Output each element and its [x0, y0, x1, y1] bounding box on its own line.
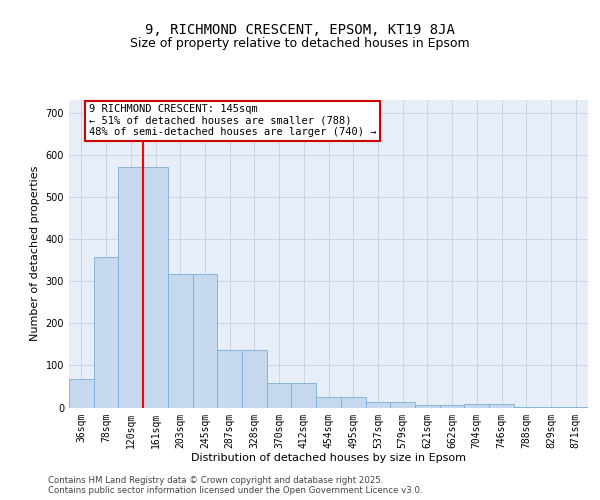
Bar [440, 404, 464, 407]
Bar [415, 404, 440, 407]
Text: 9 RICHMOND CRESCENT: 145sqm
← 51% of detached houses are smaller (788)
48% of se: 9 RICHMOND CRESCENT: 145sqm ← 51% of det… [89, 104, 376, 138]
Bar [94, 256, 118, 408]
Bar [390, 402, 415, 407]
Bar [217, 350, 242, 408]
Bar [193, 274, 217, 407]
X-axis label: Distribution of detached houses by size in Epsom: Distribution of detached houses by size … [191, 453, 466, 463]
Bar [118, 166, 143, 408]
Bar [69, 379, 94, 408]
Y-axis label: Number of detached properties: Number of detached properties [30, 166, 40, 342]
Bar [464, 404, 489, 407]
Bar [365, 402, 390, 407]
Text: 9, RICHMOND CRESCENT, EPSOM, KT19 8JA: 9, RICHMOND CRESCENT, EPSOM, KT19 8JA [145, 22, 455, 36]
Bar [242, 350, 267, 408]
Bar [316, 397, 341, 407]
Bar [168, 274, 193, 407]
Text: Size of property relative to detached houses in Epsom: Size of property relative to detached ho… [130, 38, 470, 51]
Bar [563, 406, 588, 408]
Bar [292, 384, 316, 407]
Bar [267, 384, 292, 407]
Bar [514, 406, 539, 408]
Bar [341, 397, 365, 407]
Bar [143, 166, 168, 408]
Text: Contains HM Land Registry data © Crown copyright and database right 2025.
Contai: Contains HM Land Registry data © Crown c… [48, 476, 422, 495]
Bar [489, 404, 514, 407]
Bar [539, 406, 563, 408]
